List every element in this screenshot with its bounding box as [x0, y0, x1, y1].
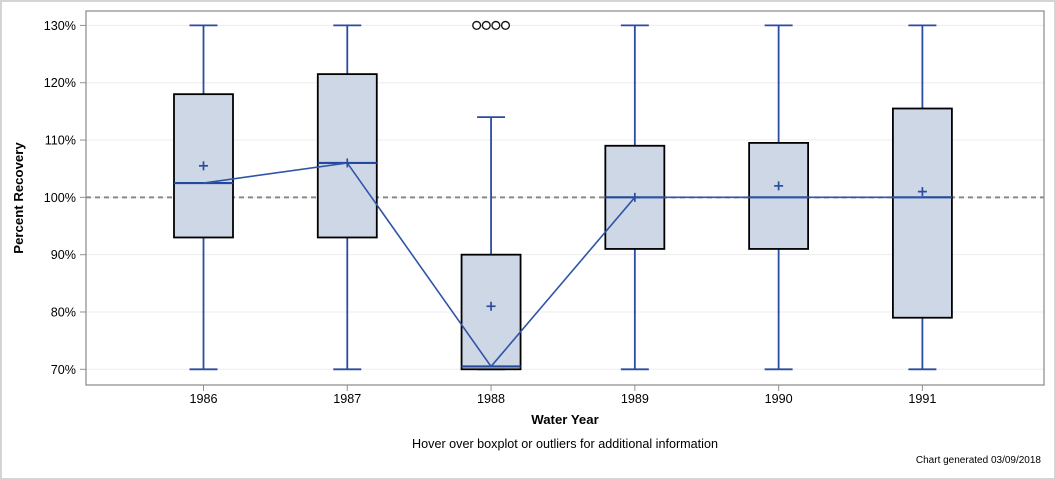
median-connect-line	[203, 162, 923, 368]
boxplot-1987[interactable]	[316, 24, 378, 371]
box-rect[interactable]	[892, 107, 953, 319]
gridlines	[86, 24, 1044, 370]
boxplot-1990[interactable]	[748, 24, 810, 371]
x-axis-ticks: 1986 1987 1988 1989 1990 1991	[189, 385, 936, 406]
x-tick-label: 1987	[333, 392, 361, 406]
x-tick-label: 1991	[908, 392, 936, 406]
mean-marker-1988	[486, 301, 496, 311]
generated-note: Chart generated 03/09/2018	[916, 455, 1042, 466]
x-tick-label: 1988	[477, 392, 505, 406]
y-tick-label: 70%	[51, 363, 76, 377]
outlier-1988[interactable]	[500, 20, 511, 31]
plot-frame	[85, 10, 1045, 386]
x-tick-label: 1990	[765, 392, 793, 406]
y-tick-label: 110%	[45, 134, 76, 148]
mean-marker-1986	[199, 161, 208, 171]
mean-marker-1989	[630, 192, 640, 202]
outliers	[472, 20, 511, 31]
y-tick-label: 100%	[44, 191, 76, 205]
box-rect[interactable]	[316, 73, 378, 239]
outlier-1988[interactable]	[472, 20, 482, 31]
y-tick-label: 130%	[44, 19, 76, 33]
y-tick-label: 120%	[44, 76, 76, 90]
footnote: Hover over boxplot or outliers for addit…	[412, 437, 718, 451]
boxplot-1988[interactable]	[460, 116, 522, 371]
x-tick-label: 1989	[621, 392, 649, 406]
boxplot-1991[interactable]	[892, 24, 953, 371]
mean-markers	[199, 158, 927, 311]
y-tick-label: 80%	[51, 305, 76, 319]
outlier-1988[interactable]	[481, 20, 491, 31]
x-tick-label: 1986	[189, 392, 217, 406]
outlier-1988[interactable]	[491, 20, 501, 31]
box-rect[interactable]	[460, 253, 522, 371]
x-axis-title: Water Year	[531, 412, 598, 427]
y-axis-title: Percent Recovery	[11, 142, 26, 254]
y-axis-ticks: 70% 80% 90% 100% 110% 120% 130%	[44, 19, 86, 377]
mean-marker-1990	[774, 181, 784, 191]
mean-marker-1991	[917, 187, 927, 197]
box-rect[interactable]	[748, 141, 810, 250]
mean-marker-1987	[342, 158, 352, 168]
y-tick-label: 90%	[51, 248, 76, 262]
